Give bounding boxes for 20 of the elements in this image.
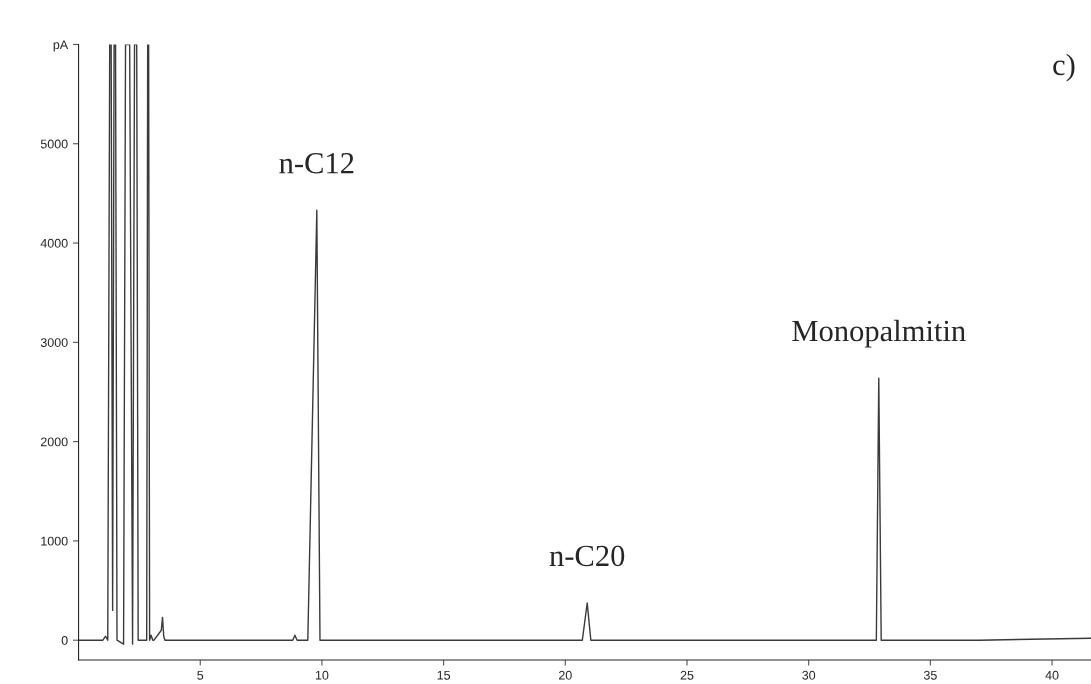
y-tick-label: 0 <box>61 636 68 645</box>
x-tick-label: 35 <box>923 670 937 680</box>
x-tick-label: 5 <box>197 670 204 680</box>
annotation: c) <box>1053 53 1075 82</box>
y-tick-label: 2000 <box>40 437 68 447</box>
y-tick-label: 4000 <box>40 238 68 248</box>
y-tick-label: 3000 <box>40 338 68 347</box>
x-tick-label: 40 <box>1045 670 1059 680</box>
x-tick-label: 20 <box>558 670 572 680</box>
y-tick-label: pA <box>53 40 69 52</box>
annotation: n-C20 <box>549 545 625 567</box>
line-series <box>78 44 1091 645</box>
x-tick-label: 15 <box>437 670 451 680</box>
y-tick-label: 5000 <box>40 139 68 149</box>
x-tick-label: 30 <box>802 670 816 680</box>
annotation: Monopalmitin <box>792 319 966 348</box>
annotation: n-C12 <box>279 152 354 174</box>
y-tick-label: 1000 <box>41 536 68 546</box>
x-tick-label: 25 <box>680 670 694 680</box>
x-tick-label: 10 <box>315 670 329 680</box>
